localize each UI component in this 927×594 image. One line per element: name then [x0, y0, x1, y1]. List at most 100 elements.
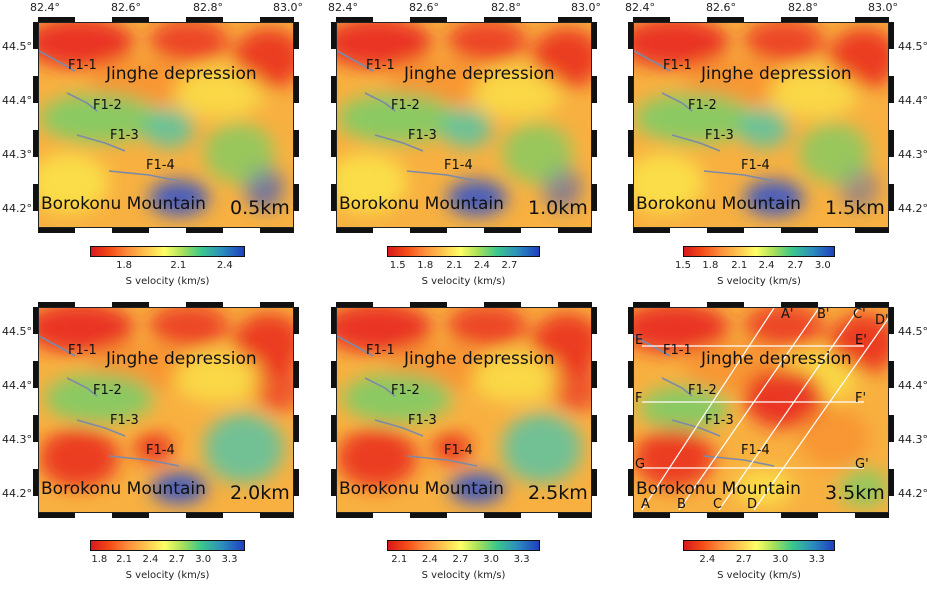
colorbar-tick-label: 1.5 [389, 260, 406, 271]
frame-tick-bar [628, 22, 633, 228]
frame-tick-bar [38, 513, 294, 518]
longitude-label: 82.6° [706, 1, 736, 14]
colorbar-tick-label: 2.1 [446, 260, 463, 271]
latitude-label: 44.5° [2, 325, 32, 338]
velocity-map [633, 22, 889, 228]
velocity-map [38, 307, 294, 513]
longitude-label: 82.8° [491, 1, 521, 14]
depth-label: 2.0km [230, 482, 290, 504]
depth-label: 1.0km [528, 197, 588, 219]
latitude-label: 44.5° [898, 40, 927, 53]
jinghe-depression-label: Jinghe depression [404, 64, 555, 84]
jinghe-depression-label: Jinghe depression [404, 349, 555, 369]
colorbar-tick-label: 2.4 [142, 554, 159, 565]
colorbar-tick-label: 3.0 [483, 554, 499, 565]
fault-label: F1-2 [391, 98, 420, 113]
fault-label: F1-2 [688, 383, 717, 398]
colorbar-tick-label: 2.4 [421, 554, 438, 565]
fault-label: F1-1 [663, 58, 692, 73]
latitude-label: 44.2° [898, 487, 927, 500]
colorbar [683, 540, 835, 551]
fault-label: F1-2 [688, 98, 717, 113]
colorbar-tick-label: 2.4 [758, 260, 775, 271]
latitude-label: 44.2° [898, 202, 927, 215]
longitude-label: 82.8° [788, 1, 818, 14]
fault-label: F1-4 [741, 158, 770, 173]
colorbar-tick-label: 2.1 [170, 260, 187, 271]
latitude-label: 44.3° [2, 433, 32, 446]
fault-label: F1-3 [408, 413, 437, 428]
frame-tick-bar [336, 302, 592, 307]
frame-tick-bar [889, 22, 894, 228]
latitude-label: 44.4° [2, 94, 32, 107]
latitude-label: 44.3° [898, 148, 927, 161]
profile-label: B [677, 497, 686, 512]
frame-tick-bar [294, 22, 299, 228]
colorbar-tick-label: 2.1 [731, 260, 748, 271]
profile-label: F' [855, 391, 867, 406]
profile-label: D [747, 497, 758, 512]
colorbar-title: S velocity (km/s) [125, 276, 210, 287]
colorbar-tick-label: 2.4 [216, 260, 233, 271]
colorbar-tick-label: 2.7 [501, 260, 518, 271]
frame-tick-bar [33, 22, 38, 228]
frame-tick-bar [628, 307, 633, 513]
colorbar-tick-label: 3.3 [513, 554, 530, 565]
colorbar-tick-label: 3.3 [808, 554, 825, 565]
latitude-label: 44.5° [2, 40, 32, 53]
borokonu-mountain-label: Borokonu Mountain [636, 479, 801, 499]
colorbar-title: S velocity (km/s) [125, 570, 210, 581]
frame-tick-bar [633, 513, 889, 518]
fault-label: F1-3 [705, 128, 734, 143]
colorbar [90, 540, 245, 551]
profile-label: G [635, 457, 646, 472]
frame-tick-bar [38, 228, 294, 233]
profile-label: E' [855, 333, 867, 348]
latitude-label: 44.4° [898, 379, 927, 392]
latitude-label: 44.5° [898, 325, 927, 338]
borokonu-mountain-label: Borokonu Mountain [636, 194, 801, 214]
frame-tick-bar [38, 302, 294, 307]
profile-label: E [635, 333, 644, 348]
colorbar-tick-label: 1.5 [675, 260, 691, 271]
fault-label: F1-4 [741, 443, 770, 458]
longitude-label: 82.8° [193, 1, 223, 14]
colorbar-tick-label: 2.4 [699, 554, 716, 565]
fault-label: F1-2 [93, 98, 122, 113]
latitude-label: 44.4° [898, 94, 927, 107]
velocity-map [336, 307, 592, 513]
velocity-map [336, 22, 592, 228]
fault-label: F1-3 [408, 128, 437, 143]
frame-tick-bar [331, 307, 336, 513]
latitude-label: 44.2° [2, 202, 32, 215]
depth-label: 0.5km [230, 197, 290, 219]
fault-label: F1-1 [68, 343, 97, 358]
jinghe-depression-label: Jinghe depression [701, 349, 852, 369]
frame-tick-bar [294, 307, 299, 513]
fault-label: F1-1 [366, 343, 395, 358]
frame-tick-bar [38, 17, 294, 22]
latitude-label: 44.3° [2, 148, 32, 161]
frame-tick-bar [336, 228, 592, 233]
borokonu-mountain-label: Borokonu Mountain [339, 194, 504, 214]
fault-label: F1-1 [68, 58, 97, 73]
fault-label: F1-4 [444, 158, 473, 173]
profile-label: G' [855, 457, 869, 472]
colorbar [387, 246, 540, 257]
colorbar-tick-label: 2.1 [391, 554, 408, 565]
fault-label: F1-3 [110, 413, 139, 428]
frame-tick-bar [331, 22, 336, 228]
colorbar-tick-label: 1.8 [116, 260, 133, 271]
jinghe-depression-label: Jinghe depression [106, 64, 257, 84]
profile-label: D' [875, 313, 889, 328]
colorbar-tick-label: 2.4 [473, 260, 490, 271]
colorbar-title: S velocity (km/s) [717, 570, 801, 581]
colorbar-title: S velocity (km/s) [421, 570, 506, 581]
latitude-label: 44.4° [2, 379, 32, 392]
borokonu-mountain-label: Borokonu Mountain [339, 479, 504, 499]
colorbar-tick-label: 2.7 [168, 554, 185, 565]
colorbar [90, 246, 245, 257]
colorbar-tick-label: 2.7 [735, 554, 752, 565]
colorbar-title: S velocity (km/s) [717, 276, 801, 287]
borokonu-mountain-label: Borokonu Mountain [41, 479, 206, 499]
